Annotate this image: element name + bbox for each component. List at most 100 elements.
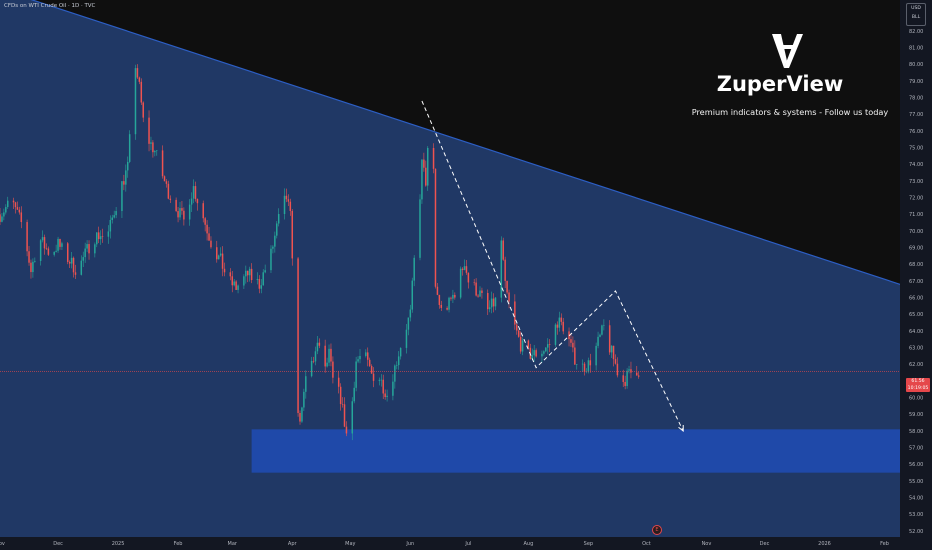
candle-body[interactable] xyxy=(142,102,144,118)
candle-body[interactable] xyxy=(572,342,574,348)
candle-body[interactable] xyxy=(231,276,234,286)
candle-body[interactable] xyxy=(312,360,315,362)
candle-body[interactable] xyxy=(28,251,30,263)
candle-body[interactable] xyxy=(357,359,359,362)
candle-body[interactable] xyxy=(517,330,520,337)
candle-body[interactable] xyxy=(494,297,497,307)
candle-body[interactable] xyxy=(533,350,535,356)
candle-body[interactable] xyxy=(380,379,383,381)
candle-body[interactable] xyxy=(0,214,1,222)
candle-body[interactable] xyxy=(291,210,294,259)
candle-body[interactable] xyxy=(188,204,191,220)
candle-body[interactable] xyxy=(245,270,247,277)
candle-body[interactable] xyxy=(545,347,547,352)
candle-body[interactable] xyxy=(177,211,179,218)
candle-body[interactable] xyxy=(570,339,572,343)
candle-body[interactable] xyxy=(14,202,17,208)
candle-body[interactable] xyxy=(206,224,208,234)
candle-body[interactable] xyxy=(18,209,21,213)
time-axis[interactable] xyxy=(0,537,932,550)
candle-body[interactable] xyxy=(396,365,398,366)
candle-body[interactable] xyxy=(337,377,340,387)
candle-body[interactable] xyxy=(426,147,429,186)
candle-body[interactable] xyxy=(12,200,15,203)
candle-body[interactable] xyxy=(82,257,84,261)
candle-body[interactable] xyxy=(316,342,319,352)
candle-body[interactable] xyxy=(260,285,263,289)
candle-body[interactable] xyxy=(614,359,617,364)
earnings-event-icon[interactable]: E xyxy=(652,525,662,535)
candle-body[interactable] xyxy=(246,270,249,276)
candle-body[interactable] xyxy=(546,344,549,348)
candle-body[interactable] xyxy=(30,262,32,273)
candle-body[interactable] xyxy=(39,240,42,261)
candle-body[interactable] xyxy=(6,200,9,208)
candle-body[interactable] xyxy=(587,360,590,372)
candle-body[interactable] xyxy=(94,244,96,254)
candle-body[interactable] xyxy=(554,324,557,345)
candle-body[interactable] xyxy=(382,379,384,394)
candle-body[interactable] xyxy=(576,364,578,365)
candle-body[interactable] xyxy=(272,246,274,249)
candle-body[interactable] xyxy=(190,198,193,205)
candle-body[interactable] xyxy=(169,198,172,200)
candle-body[interactable] xyxy=(43,237,46,249)
candle-body[interactable] xyxy=(583,363,586,372)
descending-trendline[interactable] xyxy=(0,0,932,296)
candle-body[interactable] xyxy=(419,199,421,258)
candle-body[interactable] xyxy=(107,231,110,237)
candle-body[interactable] xyxy=(154,151,156,153)
candle-body[interactable] xyxy=(411,280,414,310)
candle-body[interactable] xyxy=(285,195,288,200)
candle-body[interactable] xyxy=(47,248,50,255)
candle-body[interactable] xyxy=(310,360,313,377)
candle-body[interactable] xyxy=(148,117,150,144)
candle-body[interactable] xyxy=(328,348,330,363)
candle-body[interactable] xyxy=(368,359,371,366)
candle-body[interactable] xyxy=(264,270,266,273)
candle-body[interactable] xyxy=(372,373,375,381)
candle-body[interactable] xyxy=(318,342,321,346)
candle-body[interactable] xyxy=(194,186,197,199)
candle-body[interactable] xyxy=(558,317,561,328)
candle-body[interactable] xyxy=(486,292,489,310)
candle-body[interactable] xyxy=(423,159,425,168)
candle-body[interactable] xyxy=(128,134,131,162)
candle-body[interactable] xyxy=(413,257,415,281)
candle-body[interactable] xyxy=(123,181,125,185)
symbol-title[interactable]: CFDs on WTI Crude Oil · 1D · TVC xyxy=(4,3,96,9)
candle-body[interactable] xyxy=(351,401,354,434)
candle-body[interactable] xyxy=(276,223,278,236)
candle-body[interactable] xyxy=(314,351,317,362)
candle-body[interactable] xyxy=(436,286,439,295)
candle-body[interactable] xyxy=(535,350,537,357)
candle-body[interactable] xyxy=(481,290,483,293)
candle-body[interactable] xyxy=(181,208,183,211)
candle-body[interactable] xyxy=(88,244,90,254)
demand-zone[interactable] xyxy=(251,429,900,473)
candle-body[interactable] xyxy=(637,375,640,377)
candle-body[interactable] xyxy=(597,336,599,346)
candle-body[interactable] xyxy=(446,307,448,310)
candle-body[interactable] xyxy=(341,404,344,405)
candle-body[interactable] xyxy=(610,345,613,353)
candle-body[interactable] xyxy=(531,355,534,359)
candle-body[interactable] xyxy=(399,347,402,357)
candle-body[interactable] xyxy=(5,207,7,213)
candle-body[interactable] xyxy=(492,298,495,307)
candle-body[interactable] xyxy=(365,352,367,356)
candle-body[interactable] xyxy=(581,363,584,365)
candle-body[interactable] xyxy=(432,147,435,169)
candle-body[interactable] xyxy=(386,395,388,398)
candle-body[interactable] xyxy=(20,212,23,223)
candle-body[interactable] xyxy=(434,168,437,287)
candle-body[interactable] xyxy=(235,281,237,290)
candle-body[interactable] xyxy=(41,237,44,241)
candle-body[interactable] xyxy=(421,159,423,200)
candle-body[interactable] xyxy=(256,279,259,281)
candle-body[interactable] xyxy=(488,307,491,310)
candle-body[interactable] xyxy=(208,233,210,241)
candle-body[interactable] xyxy=(3,212,5,217)
